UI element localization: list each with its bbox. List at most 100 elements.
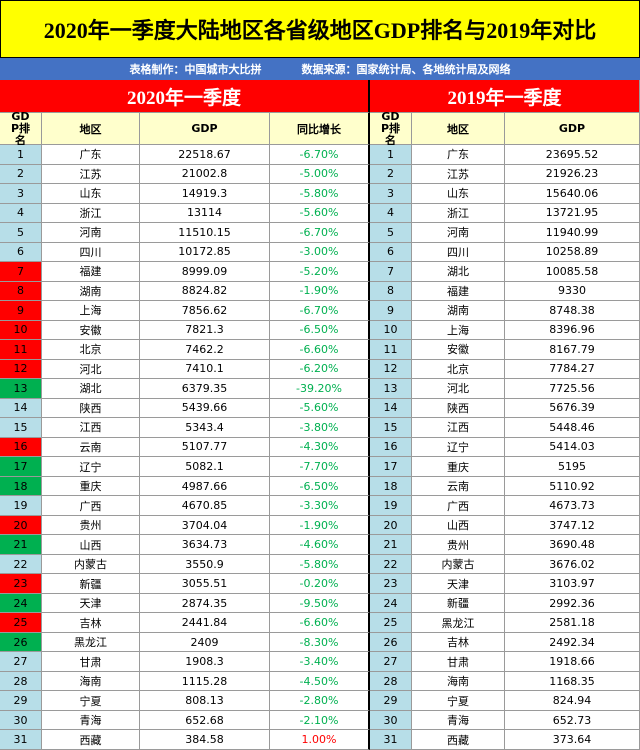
rank: 16 xyxy=(0,437,42,458)
gdp: 5414.03 xyxy=(505,437,640,458)
period-header: 2020年一季度 xyxy=(0,80,370,113)
region: 广西 xyxy=(412,496,505,516)
growth: -9.50% xyxy=(270,593,370,614)
column-header: GDP排名 xyxy=(370,110,412,146)
region: 贵州 xyxy=(412,535,505,555)
gdp: 4987.66 xyxy=(140,476,270,497)
rank: 27 xyxy=(370,652,412,672)
rank: 10 xyxy=(0,320,42,341)
growth: 1.00% xyxy=(270,730,370,750)
rank: 18 xyxy=(370,476,412,497)
region: 海南 xyxy=(412,671,505,692)
gdp: 8999.09 xyxy=(140,262,270,282)
growth: -6.60% xyxy=(270,613,370,633)
rank: 23 xyxy=(0,574,42,594)
column-header: 地区 xyxy=(412,113,505,145)
rank: 5 xyxy=(370,223,412,243)
gdp: 8167.79 xyxy=(505,340,640,360)
rank: 1 xyxy=(0,145,42,165)
gdp: 3055.51 xyxy=(140,574,270,594)
growth: -5.20% xyxy=(270,262,370,282)
gdp: 2581.18 xyxy=(505,613,640,633)
region: 青海 xyxy=(412,710,505,731)
growth: -3.80% xyxy=(270,418,370,438)
rank: 2 xyxy=(0,164,42,185)
region: 北京 xyxy=(42,340,140,360)
growth: -5.60% xyxy=(270,203,370,224)
gdp: 824.94 xyxy=(505,691,640,711)
region: 河南 xyxy=(412,223,505,243)
region: 湖北 xyxy=(412,262,505,282)
gdp: 1168.35 xyxy=(505,671,640,692)
rank: 6 xyxy=(0,242,42,263)
growth: -1.90% xyxy=(270,515,370,536)
gdp: 13114 xyxy=(140,203,270,224)
rank: 3 xyxy=(0,184,42,204)
gdp: 8748.38 xyxy=(505,301,640,321)
gdp: 11510.15 xyxy=(140,223,270,243)
region: 湖南 xyxy=(412,301,505,321)
region: 辽宁 xyxy=(412,437,505,458)
rank: 13 xyxy=(370,379,412,399)
gdp: 13721.95 xyxy=(505,203,640,224)
rank: 2 xyxy=(370,164,412,185)
gdp: 3747.12 xyxy=(505,515,640,536)
rank: 22 xyxy=(370,554,412,575)
region: 四川 xyxy=(42,242,140,263)
rank: 30 xyxy=(370,710,412,731)
rank: 7 xyxy=(0,262,42,282)
credit: 表格制作：中国城市大比拼 xyxy=(129,63,262,76)
gdp: 1918.66 xyxy=(505,652,640,672)
growth: -6.70% xyxy=(270,301,370,321)
rank: 15 xyxy=(0,418,42,438)
gdp: 652.68 xyxy=(140,710,270,731)
region: 浙江 xyxy=(42,203,140,224)
region: 湖南 xyxy=(42,281,140,302)
source: 数据来源：国家统计局、各地统计局及网络 xyxy=(301,63,511,76)
region: 西藏 xyxy=(42,730,140,750)
gdp: 2992.36 xyxy=(505,593,640,614)
gdp: 9330 xyxy=(505,281,640,302)
gdp: 4670.85 xyxy=(140,496,270,516)
growth: -3.40% xyxy=(270,652,370,672)
region: 吉林 xyxy=(42,613,140,633)
region: 河北 xyxy=(412,379,505,399)
rank: 31 xyxy=(0,730,42,750)
region: 安徽 xyxy=(42,320,140,341)
rank: 27 xyxy=(0,652,42,672)
growth: -5.00% xyxy=(270,164,370,185)
growth: -3.00% xyxy=(270,242,370,263)
region: 上海 xyxy=(412,320,505,341)
rank: 24 xyxy=(370,593,412,614)
region: 上海 xyxy=(42,301,140,321)
gdp: 3690.48 xyxy=(505,535,640,555)
growth: -6.70% xyxy=(270,145,370,165)
rank: 4 xyxy=(370,203,412,224)
rank: 7 xyxy=(370,262,412,282)
gdp: 5448.46 xyxy=(505,418,640,438)
gdp: 5107.77 xyxy=(140,437,270,458)
region: 广东 xyxy=(42,145,140,165)
growth: -5.80% xyxy=(270,184,370,204)
region: 山西 xyxy=(412,515,505,536)
gdp: 3103.97 xyxy=(505,574,640,594)
region: 宁夏 xyxy=(412,691,505,711)
gdp: 4673.73 xyxy=(505,496,640,516)
region: 重庆 xyxy=(412,457,505,477)
region: 黑龙江 xyxy=(42,632,140,653)
column-header: 地区 xyxy=(42,113,140,145)
rank: 5 xyxy=(0,223,42,243)
gdp: 7410.1 xyxy=(140,359,270,380)
region: 福建 xyxy=(412,281,505,302)
growth: -4.60% xyxy=(270,535,370,555)
gdp: 7784.27 xyxy=(505,359,640,380)
rank: 30 xyxy=(0,710,42,731)
growth: -2.10% xyxy=(270,710,370,731)
column-header: GDP xyxy=(505,113,640,145)
rank: 17 xyxy=(370,457,412,477)
gdp: 10258.89 xyxy=(505,242,640,263)
growth: -8.30% xyxy=(270,632,370,653)
rank: 9 xyxy=(370,301,412,321)
period-header: 2019年一季度 xyxy=(370,80,640,113)
gdp: 3634.73 xyxy=(140,535,270,555)
